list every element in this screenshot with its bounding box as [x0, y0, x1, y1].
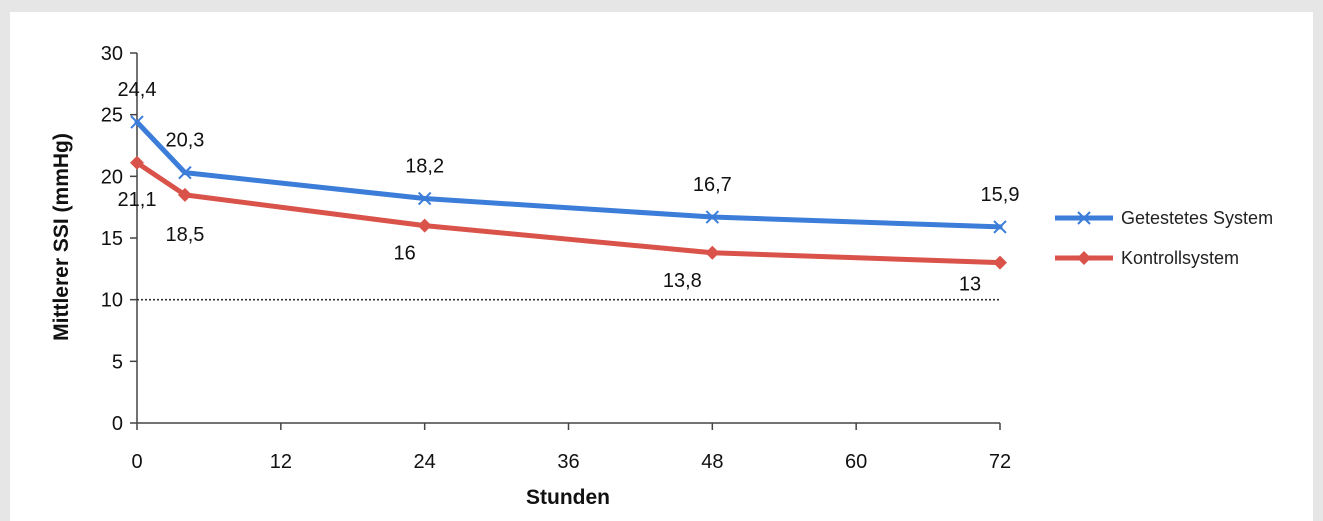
data-label: 18,5: [165, 224, 204, 246]
data-label: 20,3: [165, 130, 204, 152]
plot-series: [130, 115, 1007, 270]
series-line-2: [134, 160, 1003, 266]
data-label: 15,9: [981, 184, 1020, 206]
x-tick-label: 60: [845, 451, 867, 473]
data-point: [993, 255, 1007, 270]
legend-item-2: Kontrollsystem: [1055, 248, 1239, 268]
x-tick-label: 48: [701, 451, 723, 473]
data-label: 21,1: [118, 189, 157, 211]
data-label: 13: [959, 274, 981, 296]
data-point: [130, 115, 144, 129]
y-tick-label: 30: [101, 43, 123, 65]
data-label: 18,2: [405, 156, 444, 178]
y-tick-label: 10: [101, 290, 123, 312]
data-label: 16,7: [693, 174, 732, 196]
legend-marker: [1077, 251, 1091, 265]
data-label: 24,4: [118, 79, 157, 101]
legend-item-1: Getestetes System: [1055, 208, 1273, 228]
data-point: [705, 210, 720, 224]
data-point: [130, 155, 144, 170]
data-point: [417, 191, 432, 206]
y-tick-label: 0: [112, 413, 123, 435]
data-point: [417, 218, 432, 233]
marker-stroke: [417, 191, 432, 206]
series-line-1: [134, 119, 1003, 230]
legend: Getestetes System Kontrollsystem: [1055, 208, 1273, 268]
y-tick-label: 5: [112, 351, 123, 373]
chart-frame: [10, 12, 1313, 521]
data-point: [178, 165, 192, 180]
data-point: [177, 187, 192, 202]
x-axis-title: Stunden: [526, 486, 610, 509]
y-axis-title: Mittlerer SSI (mmHg): [50, 133, 73, 341]
data-labels: 24,4 20,3 18,2 16,7 15,9 21,1 18,5 16 13,8 13: [118, 79, 1020, 296]
x-tick-label: 72: [989, 451, 1011, 473]
data-point: [993, 220, 1007, 234]
axes: 0 5 10 15 20 25 30 0 12 24 36 48 60 72: [101, 43, 1011, 473]
marker-stroke: [130, 115, 144, 129]
y-tick-label: 15: [101, 228, 123, 250]
data-point: [705, 245, 720, 260]
x-tick-label: 24: [414, 451, 436, 473]
legend-label: Getestetes System: [1121, 208, 1273, 228]
legend-label: Kontrollsystem: [1121, 248, 1239, 268]
y-tick-label: 20: [101, 166, 123, 188]
data-label: 13,8: [663, 270, 702, 292]
marker-stroke: [178, 165, 192, 180]
marker-stroke: [1077, 211, 1091, 225]
data-label: 16: [394, 243, 416, 265]
marker-stroke: [705, 210, 720, 224]
x-tick-label: 12: [270, 451, 292, 473]
marker-stroke: [993, 220, 1007, 234]
x-tick-label: 36: [557, 451, 579, 473]
y-tick-label: 25: [101, 105, 123, 127]
legend-marker: [1077, 211, 1091, 225]
x-tick-label: 0: [131, 451, 142, 473]
